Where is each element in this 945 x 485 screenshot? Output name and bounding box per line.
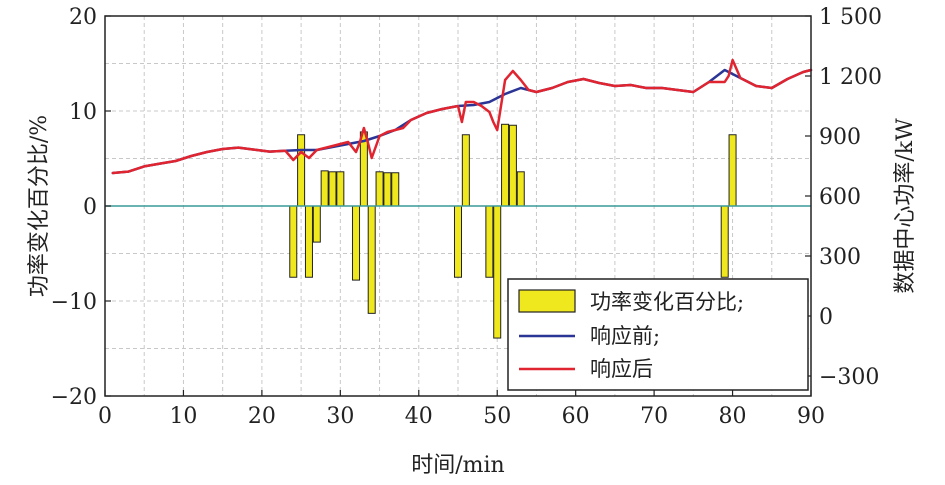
bar [501,123,510,207]
legend-label-after: 响应后 [590,357,653,381]
line-series [111,58,813,175]
bar [375,171,384,207]
y-right-tick-label: 1 500 [819,5,882,30]
bar [391,172,400,207]
bar [289,205,298,278]
x-tick-label: 40 [405,404,433,429]
y-left-tick-label: −10 [51,290,97,315]
x-tick-label: 50 [483,404,511,429]
y-right-tick-label: 300 [819,245,861,270]
legend-label-bars: 功率变化百分比; [590,290,744,314]
y-left-tick-label: −20 [51,385,97,410]
bar [728,134,737,207]
y-right-tick-label: 0 [819,305,833,330]
y-left-tick-label: 0 [83,195,97,220]
y-right-tick-label: −300 [819,365,879,390]
bar [493,205,502,339]
x-tick-label: 0 [98,404,112,429]
y-left-tick-label: 10 [69,100,97,125]
bar [485,205,494,278]
legend: 功率变化百分比; 响应前; 响应后 [507,278,809,391]
x-tick-label: 90 [797,404,825,429]
bar [312,205,321,243]
x-tick-label: 70 [640,404,668,429]
bar [328,171,337,207]
bar [461,134,470,207]
bar [320,170,329,207]
bar [359,131,368,207]
x-tick-label: 20 [248,404,276,429]
y-right-tick-label: 1 200 [819,65,882,90]
axis-ticks: 0 10 20 30 40 50 60 70 80 90 −20 −10 0 10 20 −300 0 300 60… [51,5,882,429]
bar [516,171,525,207]
bar [454,205,462,278]
bar [297,134,306,207]
bar [508,124,517,207]
x-tick-label: 80 [719,404,747,429]
x-tick-label: 60 [562,404,590,429]
legend-label-before: 响应前; [590,324,660,348]
bar [720,205,729,278]
x-tick-label: 10 [169,404,197,429]
x-axis-label: 时间/min [411,453,504,478]
bar [352,205,361,281]
bar [336,171,345,207]
legend-bar-swatch [518,289,576,313]
series-line-after [111,58,813,175]
bar [383,172,392,207]
y-right-tick-label: 900 [819,125,861,150]
y-left-tick-label: 20 [69,5,97,30]
bar [367,205,376,314]
y-axis-right-label: 数据中心功率/kW [893,118,918,294]
bar [304,205,313,278]
y-axis-left-label: 功率变化百分比/% [27,115,52,297]
x-tick-label: 30 [326,404,354,429]
y-right-tick-label: 600 [819,185,861,210]
